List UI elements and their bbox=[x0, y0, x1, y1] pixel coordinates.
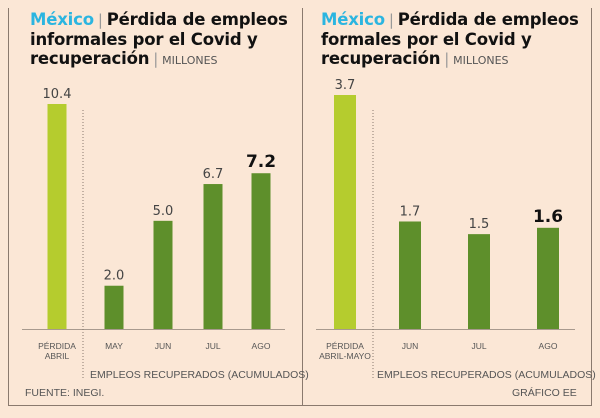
source-note: FUENTE: INEGI. bbox=[25, 387, 105, 399]
frame-right-border bbox=[591, 8, 592, 405]
value-label: 5.0 bbox=[153, 204, 174, 219]
bar-recovered bbox=[399, 221, 421, 329]
title-unit: MILLONES bbox=[162, 54, 218, 67]
frame-bottom-border bbox=[8, 405, 592, 406]
title-line-3: recuperación bbox=[321, 49, 441, 68]
category-label: MAY bbox=[105, 341, 123, 351]
category-label: JUN bbox=[155, 341, 172, 351]
value-label: 3.7 bbox=[335, 78, 356, 93]
bar-recovered bbox=[153, 220, 173, 329]
group-label: EMPLEOS RECUPERADOS (ACUMULADOS) bbox=[377, 369, 596, 381]
panel-divider bbox=[302, 8, 303, 405]
value-label: 2.0 bbox=[104, 269, 125, 284]
title-line-2: formales por el Covid y bbox=[321, 30, 532, 49]
chart-title-informal: México | Pérdida de empleos informales por… bbox=[30, 10, 288, 70]
bar-recovered bbox=[104, 285, 124, 329]
value-label: 10.4 bbox=[43, 87, 72, 102]
bar-loss bbox=[47, 104, 67, 329]
graphic-credit: GRÁFICO EE bbox=[512, 387, 577, 399]
bar-recovered bbox=[537, 227, 559, 329]
bar-recovered bbox=[468, 234, 490, 329]
value-label: 6.7 bbox=[203, 167, 224, 182]
title-country: México bbox=[321, 10, 385, 29]
category-label: ABRIL bbox=[45, 351, 70, 361]
bar-recovered bbox=[251, 173, 271, 329]
title-line-1: Pérdida de empleos bbox=[397, 10, 579, 29]
category-label: AGO bbox=[252, 341, 271, 351]
title-separator: | bbox=[153, 50, 159, 68]
value-label: 1.5 bbox=[469, 217, 490, 232]
bar-loss bbox=[334, 95, 356, 329]
title-separator: | bbox=[97, 11, 103, 29]
title-line-1: Pérdida de empleos bbox=[106, 10, 288, 29]
category-label: JUL bbox=[205, 341, 220, 351]
title-separator: | bbox=[388, 11, 394, 29]
frame-left-border bbox=[8, 8, 9, 405]
value-label: 1.7 bbox=[400, 204, 421, 219]
title-country: México bbox=[30, 10, 94, 29]
group-label: EMPLEOS RECUPERADOS (ACUMULADOS) bbox=[90, 369, 309, 381]
title-line-3: recuperación bbox=[30, 49, 150, 68]
category-label: ABRIL-MAYO bbox=[319, 351, 371, 361]
title-separator: | bbox=[444, 50, 450, 68]
chart-title-formal: México | Pérdida de empleos formales por e… bbox=[321, 10, 579, 70]
category-label: JUL bbox=[471, 341, 486, 351]
value-label: 7.2 bbox=[246, 152, 276, 172]
category-label: PÉRDIDA bbox=[326, 341, 364, 351]
category-label: JUN bbox=[402, 341, 419, 351]
title-unit: MILLONES bbox=[453, 54, 509, 67]
category-label: PÉRDIDA bbox=[38, 341, 76, 351]
bar-recovered bbox=[203, 184, 223, 329]
category-label: AGO bbox=[539, 341, 558, 351]
value-label: 1.6 bbox=[533, 207, 563, 227]
title-line-2: informales por el Covid y bbox=[30, 30, 258, 49]
